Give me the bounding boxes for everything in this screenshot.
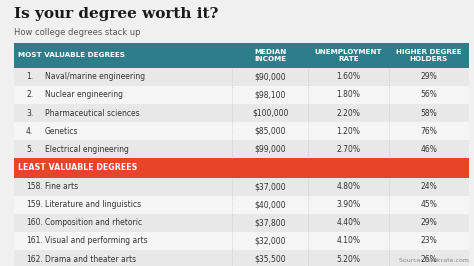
Bar: [14, 214, 469, 232]
Text: $90,000: $90,000: [255, 72, 286, 81]
Text: 1.60%: 1.60%: [337, 72, 360, 81]
Text: 2.20%: 2.20%: [337, 109, 360, 118]
Bar: [14, 43, 469, 68]
Text: HIGHER DEGREE
HOLDERS: HIGHER DEGREE HOLDERS: [396, 49, 462, 62]
Text: 23%: 23%: [420, 236, 438, 246]
Text: Drama and theater arts: Drama and theater arts: [45, 255, 136, 264]
Text: Electrical engineering: Electrical engineering: [45, 145, 129, 154]
Text: Nuclear engineering: Nuclear engineering: [45, 90, 123, 99]
Text: 29%: 29%: [420, 218, 438, 227]
Text: Genetics: Genetics: [45, 127, 79, 136]
Text: 3.90%: 3.90%: [337, 200, 360, 209]
Bar: [14, 232, 469, 250]
Text: Literature and linguistics: Literature and linguistics: [45, 200, 141, 209]
Text: $85,000: $85,000: [255, 127, 286, 136]
Text: 162.: 162.: [26, 255, 43, 264]
Text: $99,000: $99,000: [255, 145, 286, 154]
Text: MEDIAN
INCOME: MEDIAN INCOME: [254, 49, 286, 62]
Text: $98,100: $98,100: [255, 90, 286, 99]
Bar: [14, 140, 469, 158]
Text: 26%: 26%: [420, 255, 438, 264]
Text: 4.40%: 4.40%: [337, 218, 360, 227]
Bar: [14, 250, 469, 266]
Text: 1.20%: 1.20%: [337, 127, 360, 136]
Bar: [14, 158, 469, 178]
Bar: [14, 178, 469, 196]
Text: 2.: 2.: [26, 90, 33, 99]
Text: Pharmaceutical sciences: Pharmaceutical sciences: [45, 109, 140, 118]
Text: 45%: 45%: [420, 200, 438, 209]
Text: 159.: 159.: [26, 200, 43, 209]
Text: Source: Bankrate.com: Source: Bankrate.com: [399, 258, 469, 263]
Text: 5.20%: 5.20%: [337, 255, 360, 264]
Text: 4.10%: 4.10%: [337, 236, 360, 246]
Text: Is your degree worth it?: Is your degree worth it?: [14, 7, 219, 21]
Text: UNEMPLOYMENT
RATE: UNEMPLOYMENT RATE: [315, 49, 382, 62]
Text: 56%: 56%: [420, 90, 438, 99]
Text: MOST VALUABLE DEGREES: MOST VALUABLE DEGREES: [18, 52, 125, 58]
Text: Fine arts: Fine arts: [45, 182, 78, 191]
Text: 3.: 3.: [26, 109, 33, 118]
Text: 5.: 5.: [26, 145, 33, 154]
Text: LEAST VALUABLE DEGREES: LEAST VALUABLE DEGREES: [18, 164, 137, 172]
Bar: [14, 86, 469, 104]
Text: How college degrees stack up: How college degrees stack up: [14, 28, 141, 37]
Text: Naval/marine engineering: Naval/marine engineering: [45, 72, 145, 81]
Text: 2.70%: 2.70%: [337, 145, 360, 154]
Bar: [14, 122, 469, 140]
Text: 158.: 158.: [26, 182, 43, 191]
Text: Visual and performing arts: Visual and performing arts: [45, 236, 148, 246]
Text: 161.: 161.: [26, 236, 43, 246]
Text: 76%: 76%: [420, 127, 438, 136]
Bar: [14, 68, 469, 86]
Bar: [14, 104, 469, 122]
Text: 1.: 1.: [26, 72, 33, 81]
Text: 1.80%: 1.80%: [337, 90, 360, 99]
Text: $100,000: $100,000: [252, 109, 288, 118]
Text: 58%: 58%: [420, 109, 438, 118]
Text: 4.80%: 4.80%: [337, 182, 360, 191]
Text: 160.: 160.: [26, 218, 43, 227]
Text: 24%: 24%: [420, 182, 438, 191]
Text: Composition and rhetoric: Composition and rhetoric: [45, 218, 142, 227]
Text: 4.: 4.: [26, 127, 33, 136]
Text: $40,000: $40,000: [255, 200, 286, 209]
Text: $35,500: $35,500: [255, 255, 286, 264]
Text: $32,000: $32,000: [255, 236, 286, 246]
Text: 46%: 46%: [420, 145, 438, 154]
Text: $37,800: $37,800: [255, 218, 286, 227]
Text: $37,000: $37,000: [255, 182, 286, 191]
Bar: [14, 196, 469, 214]
Text: 29%: 29%: [420, 72, 438, 81]
